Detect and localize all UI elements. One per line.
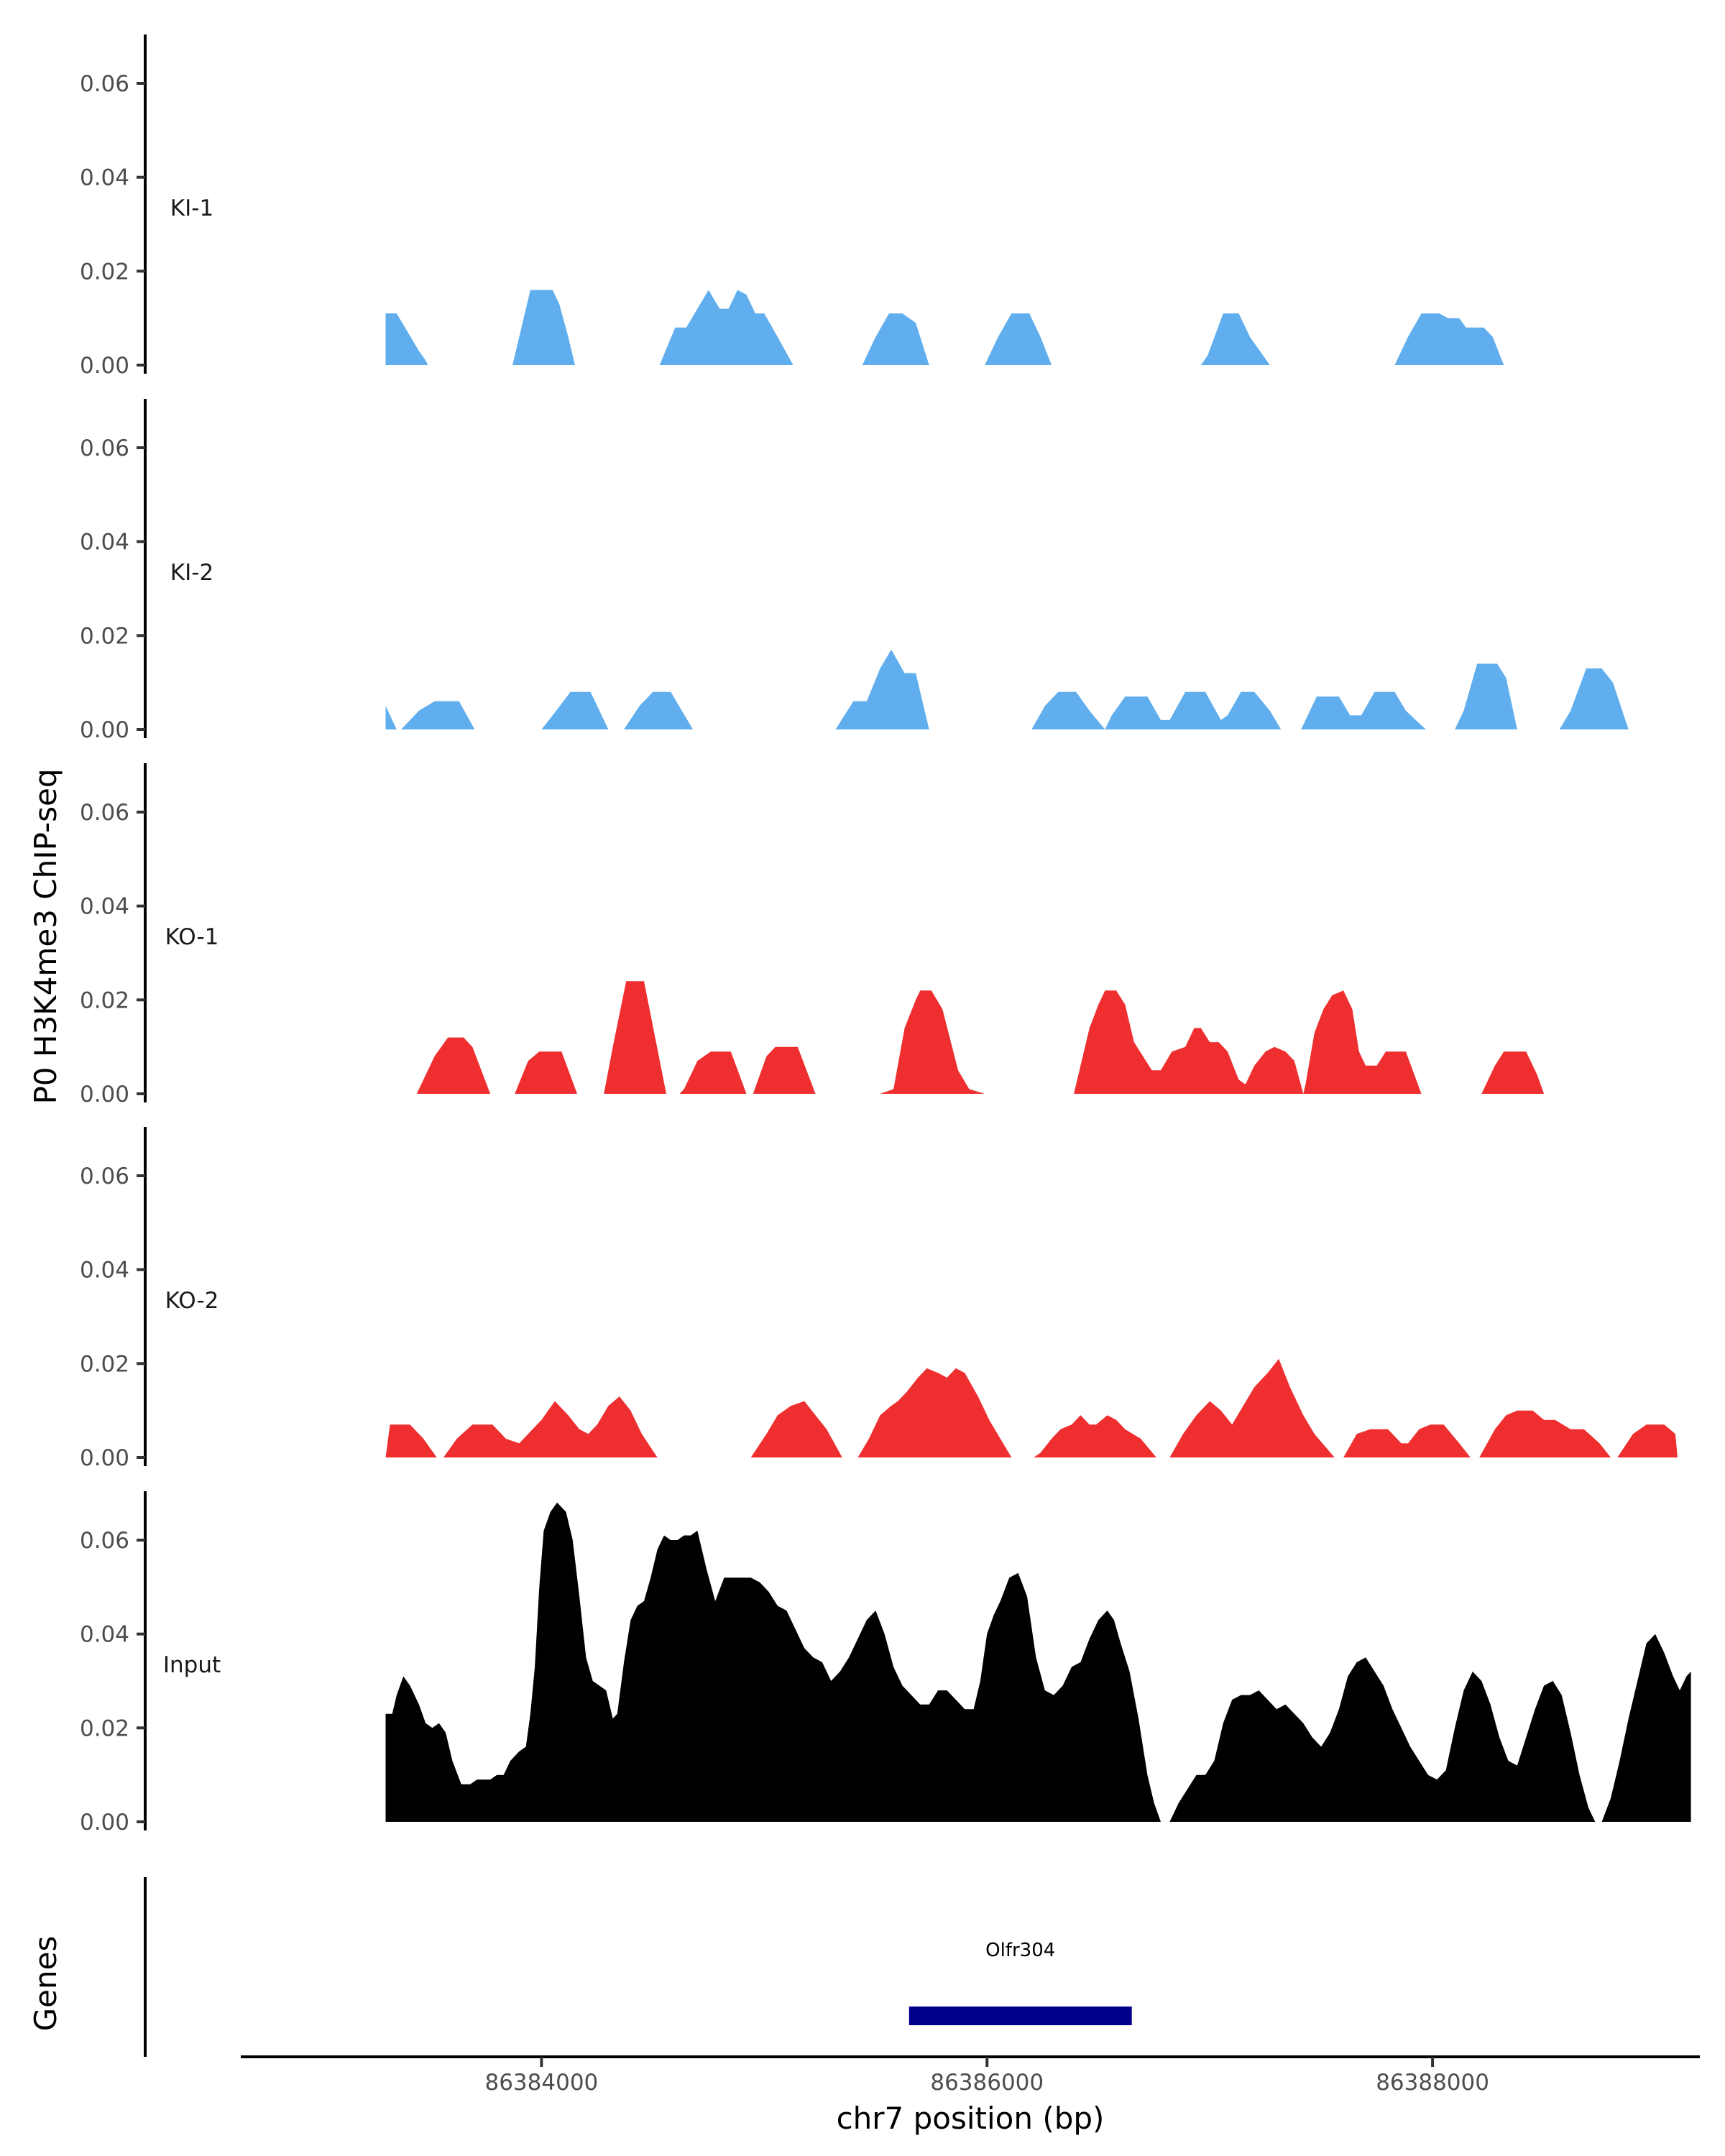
x-tick-label: 86388000 bbox=[1376, 2070, 1489, 2096]
signal-area-input bbox=[385, 1502, 1691, 1822]
y-tick-label: 0.00 bbox=[80, 353, 129, 379]
signal-area-ki-1 bbox=[385, 290, 1504, 365]
y-tick-label: 0.02 bbox=[80, 259, 129, 285]
y-axis-title: P0 H3K4me3 ChIP-seq bbox=[28, 768, 63, 1104]
y-tick-label: 0.00 bbox=[80, 717, 129, 743]
x-axis-title: chr7 position (bp) bbox=[837, 2101, 1105, 2136]
y-tick-label: 0.02 bbox=[80, 1351, 129, 1377]
y-tick-label: 0.02 bbox=[80, 987, 129, 1013]
y-tick-label: 0.04 bbox=[80, 530, 129, 556]
track-label: KO-1 bbox=[165, 924, 219, 950]
y-tick-label: 0.06 bbox=[80, 71, 129, 97]
x-tick-label: 86386000 bbox=[930, 2070, 1044, 2096]
y-tick-label: 0.02 bbox=[80, 623, 129, 649]
y-tick-label: 0.06 bbox=[80, 436, 129, 461]
track-label: KI-2 bbox=[170, 560, 213, 586]
gene-bar bbox=[908, 2007, 1132, 2025]
track-label: Input bbox=[163, 1652, 221, 1678]
y-tick-label: 0.00 bbox=[80, 1445, 129, 1471]
signal-area-ko-2 bbox=[385, 1358, 1678, 1457]
track-label: KI-1 bbox=[170, 195, 213, 221]
signal-area-ko-1 bbox=[416, 981, 1545, 1094]
y-tick-label: 0.04 bbox=[80, 1622, 129, 1648]
y-tick-label: 0.04 bbox=[80, 165, 129, 191]
y-tick-label: 0.06 bbox=[80, 1528, 129, 1554]
x-tick-label: 86384000 bbox=[484, 2070, 598, 2096]
y-tick-label: 0.06 bbox=[80, 1164, 129, 1189]
y-tick-label: 0.00 bbox=[80, 1810, 129, 1835]
genes-axis-title: Genes bbox=[28, 1936, 63, 2032]
gene-label: Olfr304 bbox=[985, 1940, 1055, 1961]
y-tick-label: 0.04 bbox=[80, 894, 129, 920]
y-tick-label: 0.02 bbox=[80, 1715, 129, 1741]
y-tick-label: 0.04 bbox=[80, 1258, 129, 1284]
signal-area-ki-2 bbox=[385, 649, 1629, 729]
y-tick-label: 0.06 bbox=[80, 800, 129, 826]
y-tick-label: 0.00 bbox=[80, 1082, 129, 1107]
track-label: KO-2 bbox=[165, 1288, 219, 1314]
